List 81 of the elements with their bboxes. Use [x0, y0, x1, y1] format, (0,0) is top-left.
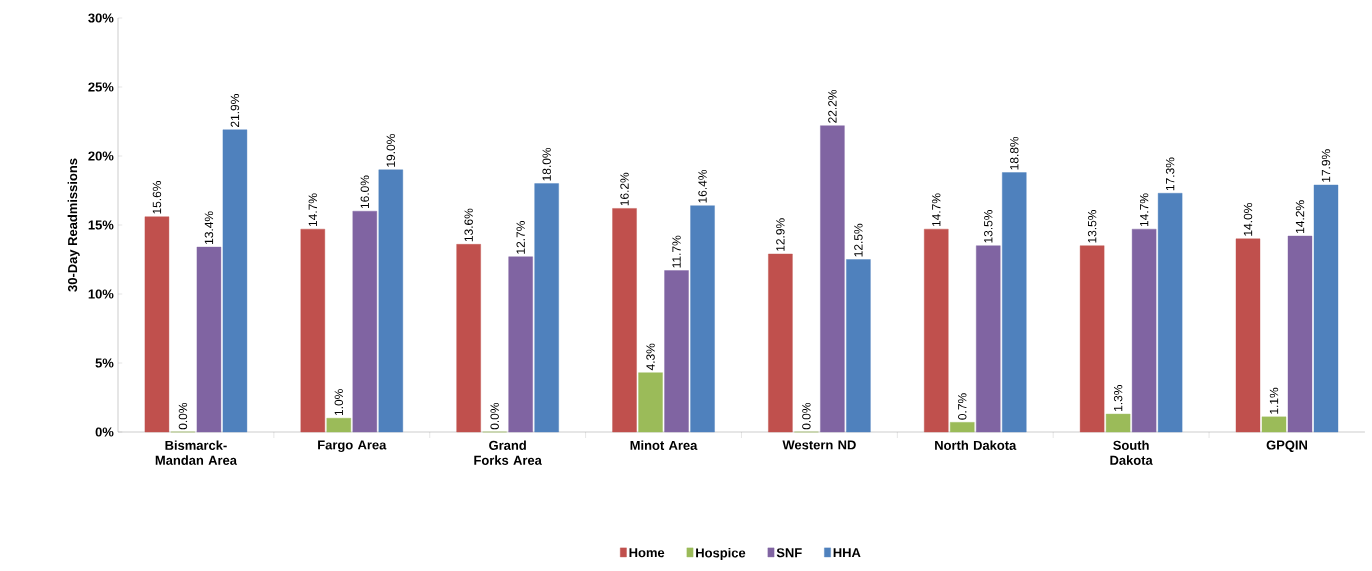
- bar: [690, 205, 715, 433]
- y-tick-label: 30%: [88, 13, 114, 23]
- data-label: 22.2%: [828, 89, 837, 123]
- bar: [326, 418, 351, 433]
- bar: [1157, 193, 1183, 433]
- data-label: 12.9%: [776, 218, 785, 251]
- bar: [976, 245, 1001, 433]
- bar: [612, 208, 637, 433]
- data-label: 14.2%: [1295, 200, 1305, 233]
- x-tick-label: Minot Area: [630, 440, 698, 450]
- y-tick-label: 0%: [95, 427, 114, 437]
- legend-label: Hospice: [696, 547, 746, 561]
- bar: [1261, 416, 1287, 433]
- legend-label: HHA: [833, 548, 861, 558]
- data-label: 0.0%: [178, 402, 188, 430]
- x-tick-label: Western ND: [782, 440, 856, 450]
- data-label: 0.0%: [802, 402, 811, 430]
- bar: [1079, 245, 1105, 433]
- y-tick-label: 10%: [88, 289, 114, 299]
- data-label: 4.3%: [646, 343, 655, 371]
- bar: [378, 169, 403, 433]
- data-label: 15.6%: [152, 181, 162, 214]
- bar: [1105, 413, 1131, 433]
- data-label: 11.7%: [672, 235, 681, 268]
- data-label: 1.3%: [1113, 385, 1123, 411]
- data-label: 14.7%: [1139, 193, 1149, 227]
- bar: [1131, 228, 1157, 433]
- data-label: 21.9%: [230, 94, 240, 127]
- bar: [768, 253, 793, 433]
- data-label: 13.5%: [984, 210, 993, 243]
- bar: [300, 228, 325, 433]
- data-label: 12.7%: [516, 221, 525, 254]
- y-tick-label: 25%: [88, 82, 114, 92]
- bar: [1313, 184, 1339, 433]
- bar: [924, 228, 949, 433]
- data-label: 19.0%: [386, 134, 396, 167]
- data-label: 13.4%: [204, 211, 214, 244]
- data-label: 0.0%: [490, 402, 499, 430]
- data-label: 0.7%: [958, 393, 967, 420]
- data-label: 1.0%: [334, 389, 344, 416]
- bar: [534, 183, 559, 433]
- data-label: 1.1%: [1269, 387, 1279, 414]
- bar: [508, 256, 533, 433]
- data-label: 17.9%: [1321, 149, 1331, 182]
- bar: [950, 422, 975, 433]
- data-label: 18.0%: [542, 147, 551, 181]
- legend-label: Home: [629, 548, 665, 558]
- bar: [456, 244, 481, 433]
- x-tick-label: GPQIN: [1266, 440, 1307, 453]
- bar: [196, 246, 222, 433]
- bar: [664, 270, 689, 433]
- bar: [846, 259, 871, 433]
- x-tick-label: Grand Forks Area: [474, 440, 542, 465]
- bar: [1002, 172, 1027, 433]
- x-tick-label: South Dakota: [1110, 440, 1153, 465]
- x-tick-label: Bismarck-Mandan Area: [155, 440, 238, 465]
- y-tick-label: 15%: [88, 220, 114, 230]
- bar: [1287, 235, 1313, 433]
- bar: [638, 372, 663, 433]
- bar: [352, 211, 377, 433]
- data-label: 17.3%: [1165, 157, 1175, 191]
- data-label: 14.7%: [932, 193, 941, 227]
- data-label: 12.5%: [854, 223, 863, 257]
- data-label: 16.2%: [620, 172, 629, 206]
- data-label: 16.0%: [360, 175, 370, 209]
- y-tick-label: 5%: [95, 358, 114, 368]
- bar: [1235, 238, 1261, 433]
- data-label: 14.7%: [308, 193, 317, 227]
- bar: [222, 129, 248, 433]
- x-tick-label: Fargo Area: [318, 440, 387, 453]
- y-tick-label: 20%: [88, 151, 114, 161]
- data-label: 13.6%: [464, 208, 473, 242]
- data-label: 16.4%: [698, 170, 707, 203]
- y-axis-title: 30-Day Readmissions: [67, 158, 80, 292]
- legend-label: SNF: [776, 548, 802, 558]
- bar: [820, 125, 845, 433]
- bar: [144, 216, 170, 433]
- data-label: 13.5%: [1087, 210, 1097, 243]
- data-label: 14.0%: [1243, 203, 1253, 236]
- x-tick-label: North Dakota: [935, 440, 1017, 450]
- data-label: 18.8%: [1010, 136, 1019, 170]
